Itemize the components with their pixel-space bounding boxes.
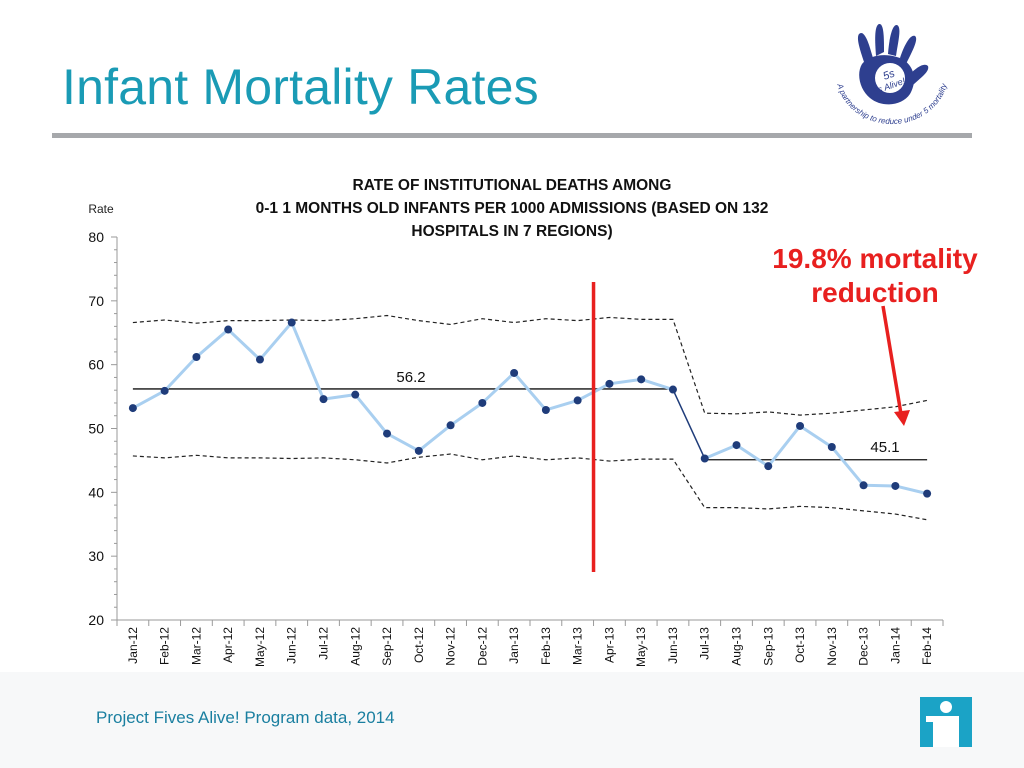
slide-title: Infant Mortality Rates [62, 59, 539, 115]
center-line-2-label: 45.1 [870, 439, 899, 456]
footer-band [0, 672, 1024, 768]
x-tick-label: Jul-13 [698, 627, 712, 660]
title-divider [52, 133, 972, 138]
data-point [192, 353, 201, 362]
series-line-before [132, 321, 674, 453]
x-tick-label: Jul-12 [317, 627, 331, 660]
x-tick-label: Feb-14 [920, 627, 934, 665]
x-tick-label: Dec-12 [475, 627, 489, 666]
y-axis-label: Rate [88, 202, 114, 216]
data-point [414, 446, 423, 455]
data-point [700, 454, 709, 463]
x-tick-label: Jan-12 [126, 627, 140, 664]
center-line-1-label: 56.2 [396, 369, 425, 386]
chart-title-line-1: RATE OF INSTITUTIONAL DEATHS AMONG [353, 177, 672, 194]
data-point [891, 481, 900, 490]
y-tick-label: 50 [88, 421, 104, 437]
y-tick-label: 80 [88, 229, 104, 245]
x-tick-label: Sep-12 [380, 627, 394, 666]
x-tick-label: Mar-12 [189, 627, 203, 665]
svg-text:5s: 5s [881, 67, 896, 82]
data-point [923, 489, 932, 498]
data-point [827, 443, 836, 452]
y-tick-label: 40 [88, 484, 104, 500]
x-tick-label: Apr-13 [602, 627, 616, 663]
data-point [732, 441, 741, 450]
chart-title-line-3: HOSPITALS IN 7 REGIONS) [411, 223, 612, 240]
x-tick-label: Dec-13 [857, 627, 871, 666]
data-point [224, 325, 233, 334]
y-tick-label: 60 [88, 357, 104, 373]
data-point [573, 396, 582, 405]
annotation-line-2: reduction [811, 276, 939, 308]
x-tick-label: Nov-12 [444, 627, 458, 666]
annotation-arrow-head [894, 410, 910, 426]
data-point [796, 421, 805, 430]
data-point [446, 421, 455, 430]
x-tick-label: Jan-13 [507, 627, 521, 664]
data-point [287, 318, 296, 327]
x-tick-label: May-13 [634, 627, 648, 667]
x-tick-label: Oct-13 [793, 627, 807, 663]
lower-control-limit [132, 453, 928, 521]
y-tick-label: 20 [88, 612, 104, 628]
data-point [255, 355, 264, 364]
data-point [510, 368, 519, 377]
y-tick-label: 70 [88, 293, 104, 309]
fives-alive-logo: 5s 5s Alive! A partnership to reduce und… [835, 23, 949, 126]
x-tick-label: Nov-13 [825, 627, 839, 666]
x-tick-label: Jan-14 [888, 627, 902, 664]
data-point [160, 386, 169, 395]
x-tick-label: Apr-12 [221, 627, 235, 663]
info-i-logo [920, 697, 972, 747]
x-tick-label: Jun-12 [285, 627, 299, 664]
chart-title-line-2: 0-1 1 MONTHS OLD INFANTS PER 1000 ADMISS… [256, 200, 769, 217]
annotation-arrow-shaft [881, 305, 903, 415]
data-point [764, 462, 773, 471]
data-point [319, 395, 328, 404]
footer-source: Project Fives Alive! Program data, 2014 [96, 708, 395, 727]
data-point [668, 385, 677, 394]
x-tick-label: Mar-13 [571, 627, 585, 665]
x-tick-label: May-12 [253, 627, 267, 667]
x-tick-label: Oct-12 [412, 627, 426, 663]
x-tick-label: Jun-13 [666, 627, 680, 664]
data-point [478, 398, 487, 407]
x-tick-label: Feb-13 [539, 627, 553, 665]
series-line-shift [672, 389, 706, 459]
data-point [637, 375, 646, 384]
series-line-after [704, 424, 928, 496]
data-point [541, 405, 550, 414]
x-tick-label: Sep-13 [761, 627, 775, 666]
x-tick-label: Aug-13 [730, 627, 744, 666]
data-point [128, 404, 137, 413]
data-point [383, 429, 392, 438]
annotation-line-1: 19.8% mortality [772, 243, 978, 274]
x-tick-label: Feb-12 [158, 627, 172, 665]
mortality-reduction-annotation: 19.8% mortality reduction [740, 242, 1010, 309]
upper-control-limit [132, 314, 928, 416]
data-point [605, 379, 614, 388]
y-tick-label: 30 [88, 548, 104, 564]
data-point [351, 390, 360, 399]
x-tick-label: Aug-12 [348, 627, 362, 666]
data-point [859, 481, 868, 490]
